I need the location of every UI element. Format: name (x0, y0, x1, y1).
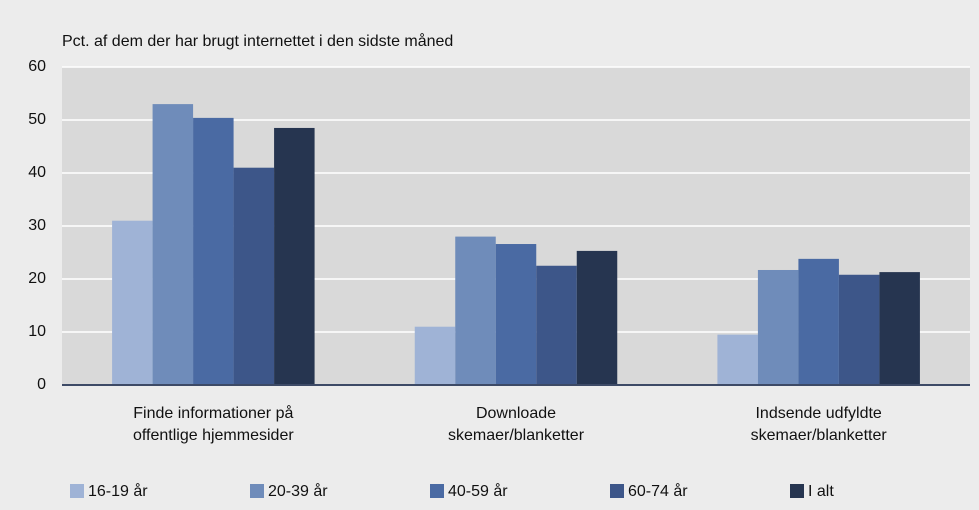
bar (495, 244, 537, 385)
y-tick-label: 30 (28, 217, 46, 234)
y-tick-label: 50 (28, 111, 46, 128)
bar (798, 258, 839, 385)
y-tick-label: 10 (28, 323, 46, 340)
y-tick-label: 0 (37, 376, 46, 393)
chart-title: Pct. af dem der har brugt internettet i … (62, 32, 453, 50)
legend-label: 20-39 år (268, 482, 328, 500)
legend-swatch (610, 484, 624, 498)
bar (879, 272, 920, 385)
y-tick-label: 60 (28, 58, 46, 75)
legend-swatch (70, 484, 84, 498)
bar (193, 117, 234, 385)
bar (152, 104, 194, 385)
bar (576, 250, 618, 385)
legend-swatch (250, 484, 264, 498)
y-tick-label: 40 (28, 164, 46, 181)
legend-label: 16-19 år (88, 482, 148, 500)
bar (233, 167, 275, 385)
bar (757, 269, 799, 385)
x-tick-label: Downloade skemaer/blanketter (447, 405, 585, 444)
legend-label: I alt (808, 483, 834, 500)
legend-label: 60-74 år (628, 482, 688, 500)
bar (455, 236, 496, 385)
bar (536, 265, 577, 385)
y-tick-label: 20 (28, 270, 46, 287)
bar (112, 220, 153, 385)
legend-swatch (790, 484, 804, 498)
bar (274, 127, 315, 385)
bar (414, 326, 456, 385)
legend-label: 40-59 år (448, 482, 508, 500)
x-tick-label: Finde informationer på offentlige hjemme… (132, 405, 294, 444)
x-tick-label: Indsende udfyldte skemaer/blanketter (750, 405, 887, 444)
legend-swatch (430, 484, 444, 498)
bar (717, 334, 758, 385)
bar (838, 274, 880, 385)
